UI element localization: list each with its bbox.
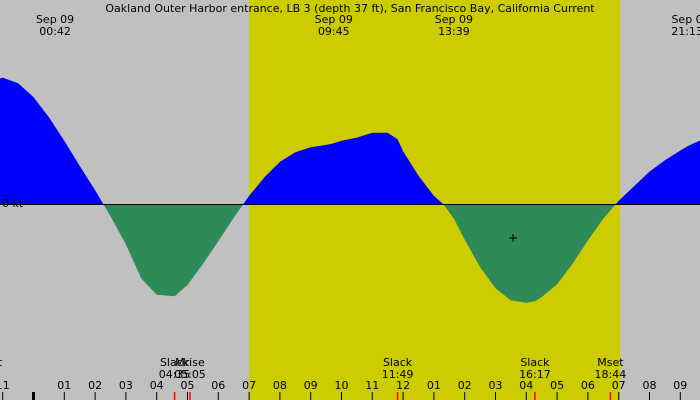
bottom-event-name-4: Mset — [597, 356, 624, 369]
hour-tick-label-32: 07 — [612, 379, 626, 392]
bottom-event-name-2: Slack — [383, 356, 413, 369]
hour-tick-label-18: 05 — [181, 379, 195, 392]
hour-tick-label-33: 08 — [643, 379, 657, 392]
hour-tick-label-29: 04 — [519, 379, 533, 392]
ebb-area-4 — [443, 204, 616, 303]
crosshair-cursor — [509, 234, 517, 242]
bottom-event-name-0: Slack — [160, 356, 190, 369]
flood-area-3 — [243, 132, 444, 204]
top-event-time-0: 00:42 — [39, 25, 71, 38]
hour-axis: 11 01 02 03 04 05 06 07 08 09 10 11 12 01 02 03 04 05 06 07… — [0, 379, 687, 400]
hour-tick-label-16: 03 — [119, 379, 133, 392]
chart-title: Oakland Outer Harbor entrance, LB 3 (dep… — [105, 2, 595, 15]
bottom-event-name-3: Slack — [520, 356, 550, 369]
ebb-area-2 — [103, 204, 244, 297]
bottom-event-time-1: 05:05 — [174, 368, 206, 381]
hour-tick-label-26: 01 — [427, 379, 441, 392]
top-event-time-1: 09:45 — [318, 25, 350, 38]
flood-area-1 — [0, 77, 104, 204]
hour-tick-label-15: 02 — [88, 379, 102, 392]
top-event-time-2: 13:39 — [438, 25, 470, 38]
hour-tick-label-14: 01 — [57, 379, 71, 392]
hour-tick-label-21: 08 — [273, 379, 287, 392]
bottom-event-time-4: 18:44 — [595, 368, 627, 381]
flood-area-5 — [615, 140, 700, 204]
zero-label: 0 kt — [2, 197, 24, 210]
bottom-event-time-2: 11:49 — [382, 368, 414, 381]
hour-tick-label-22: 09 — [304, 379, 318, 392]
top-event-date-2: Sep 09 — [435, 13, 473, 26]
hour-tick-label-27: 02 — [458, 379, 472, 392]
hour-tick-label-19: 06 — [211, 379, 225, 392]
hour-tick-label-28: 03 — [489, 379, 503, 392]
hour-tick-label-17: 04 — [150, 379, 164, 392]
hour-tick-label-20: 07 — [242, 379, 256, 392]
top-event-date-1: Sep 09 — [315, 13, 353, 26]
bottom-event-name-1: Mrise — [175, 356, 205, 369]
hour-tick-label-23: 10 — [335, 379, 349, 392]
bottom-event-labels: Slack04:35Mrise05:05Slack11:49Slack16:17… — [159, 356, 627, 400]
hour-tick-label-31: 06 — [581, 379, 595, 392]
hour-tick-label-34: 09 — [673, 379, 687, 392]
current-areas — [0, 77, 700, 303]
hour-tick-label-24: 11 — [365, 379, 379, 392]
bottom-event-time-3: 16:17 — [519, 368, 551, 381]
top-event-time-3: 21:13 — [671, 25, 700, 38]
hour-tick-label-25: 12 — [396, 379, 410, 392]
top-event-date-0: Sep 09 — [36, 13, 74, 26]
top-event-date-3: Sep 0 — [671, 13, 700, 26]
hour-tick-label-12: 11 — [0, 379, 10, 392]
edge-fragment-label: t — [0, 356, 3, 369]
bottom-event-time-0: 04:35 — [159, 368, 191, 381]
hour-tick-label-30: 05 — [550, 379, 564, 392]
